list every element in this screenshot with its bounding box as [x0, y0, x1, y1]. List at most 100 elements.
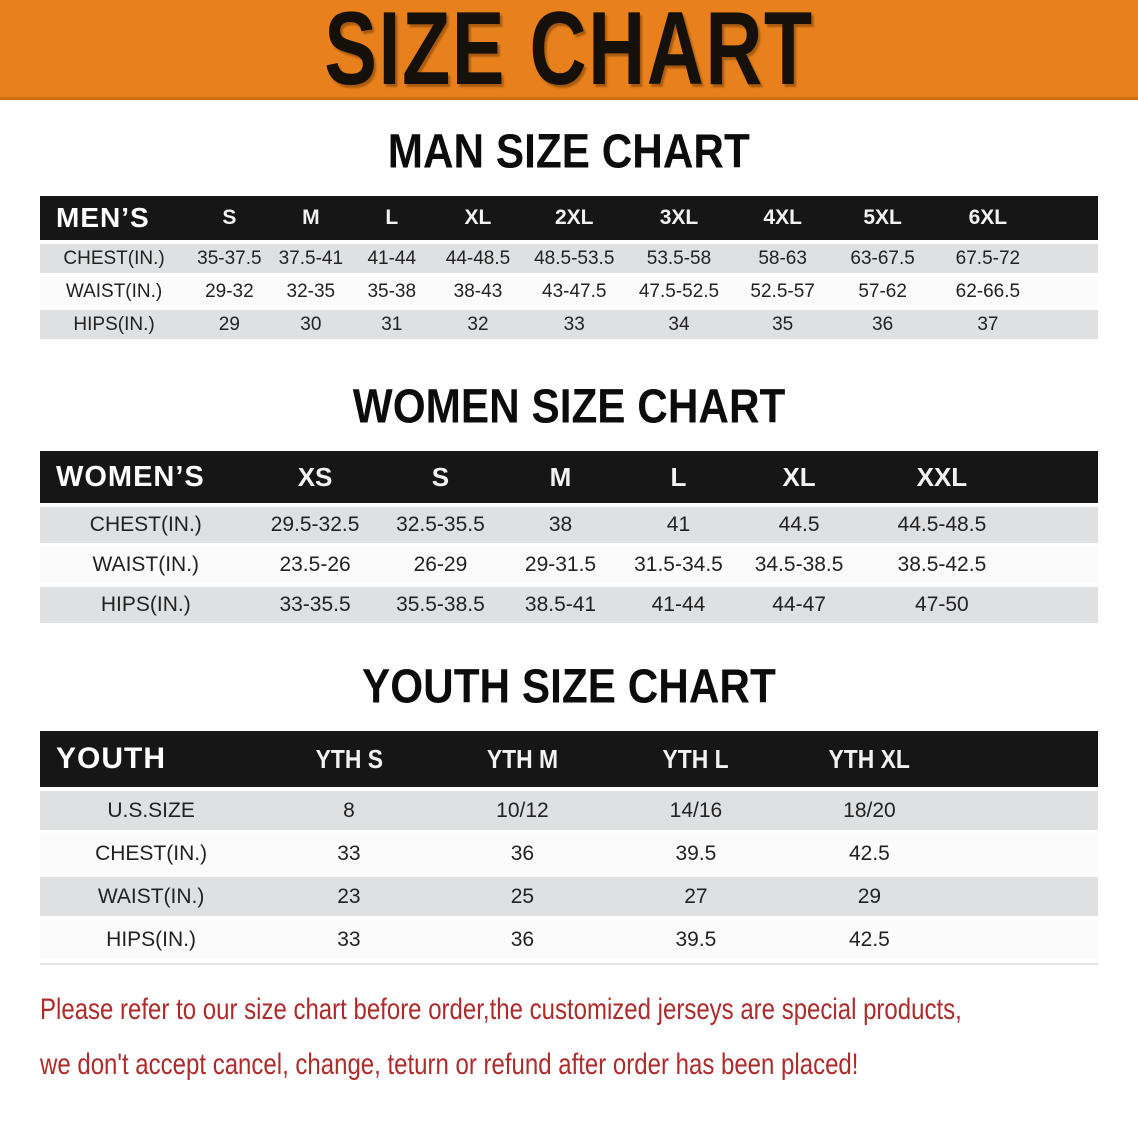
column-header: YTH M — [435, 731, 610, 791]
cell: 33 — [262, 920, 436, 963]
column-header-text: YTH M — [486, 743, 559, 774]
youth-size-table: YOUTH YTH S YTH M YTH L YTH XL U.S.SIZE … — [40, 731, 1098, 965]
cell-spacer — [956, 920, 1098, 963]
column-header: XL — [432, 196, 524, 244]
cell: 42.5 — [782, 920, 957, 963]
cell: 36 — [832, 310, 933, 343]
row-label: U.S.SIZE — [40, 791, 263, 834]
men-table-title: MEN’S — [40, 196, 189, 244]
cell: 44-47 — [738, 587, 860, 627]
column-header: 6XL — [932, 196, 1043, 244]
table-row: CHEST(IN.) 29.5-32.5 32.5-35.5 38 41 44.… — [40, 507, 1098, 547]
column-header: XS — [251, 451, 379, 507]
cell: 38.5-41 — [502, 587, 619, 627]
women-header-row: WOMEN’S XS S M L XL XXL — [40, 451, 1098, 507]
row-label: HIPS(IN.) — [40, 587, 252, 627]
cell: 35.5-38.5 — [378, 587, 503, 627]
cell-spacer — [956, 877, 1098, 920]
cell: 67.5-72 — [932, 244, 1043, 277]
cell: 35-38 — [351, 277, 433, 310]
disclaimer: Please refer to our size chart before or… — [40, 985, 1138, 1095]
header-spacer — [1042, 196, 1098, 244]
cell: 44.5 — [738, 507, 860, 547]
cell: 23 — [262, 877, 436, 920]
cell: 30 — [270, 310, 352, 343]
cell: 39.5 — [609, 920, 783, 963]
cell: 25 — [435, 877, 610, 920]
cell: 58-63 — [732, 244, 833, 277]
cell: 32-35 — [270, 277, 352, 310]
column-header: YTH S — [262, 731, 436, 791]
cell: 57-62 — [832, 277, 933, 310]
cell: 36 — [435, 920, 610, 963]
cell: 37.5-41 — [270, 244, 352, 277]
table-row: WAIST(IN.) 23.5-26 26-29 29-31.5 31.5-34… — [40, 547, 1098, 587]
cell: 36 — [435, 834, 610, 877]
cell: 41-44 — [351, 244, 433, 277]
cell: 44.5-48.5 — [859, 507, 1024, 547]
cell: 43-47.5 — [523, 277, 626, 310]
banner: SIZE CHART — [0, 0, 1138, 101]
disclaimer-line-2: we don't accept cancel, change, teturn o… — [40, 1048, 859, 1081]
column-header: 4XL — [732, 196, 833, 244]
row-label: WAIST(IN.) — [40, 277, 189, 310]
cell: 10/12 — [435, 791, 610, 834]
column-header: XXL — [859, 451, 1024, 507]
men-section-heading: MAN SIZE CHART — [0, 123, 1138, 179]
cell: 32 — [432, 310, 524, 343]
column-header: M — [270, 196, 352, 244]
youth-header-row: YOUTH YTH S YTH M YTH L YTH XL — [40, 731, 1098, 791]
women-heading-text: WOMEN SIZE CHART — [352, 378, 786, 434]
cell-spacer — [1023, 547, 1098, 587]
men-header-row: MEN’S S M L XL 2XL 3XL 4XL 5XL 6XL — [40, 196, 1098, 244]
row-label: WAIST(IN.) — [40, 547, 252, 587]
cell: 29-32 — [188, 277, 271, 310]
men-size-table: MEN’S S M L XL 2XL 3XL 4XL 5XL 6XL CHEST… — [40, 196, 1098, 343]
cell-spacer — [1042, 277, 1098, 310]
row-label: HIPS(IN.) — [40, 310, 189, 343]
cell-spacer — [1042, 244, 1098, 277]
cell-spacer — [1023, 587, 1098, 627]
cell-spacer — [956, 791, 1098, 834]
cell: 38.5-42.5 — [859, 547, 1024, 587]
cell: 14/16 — [609, 791, 783, 834]
cell: 38-43 — [432, 277, 524, 310]
cell: 63-67.5 — [832, 244, 933, 277]
header-spacer — [1023, 451, 1098, 507]
youth-table-title: YOUTH — [40, 731, 263, 791]
cell: 53.5-58 — [625, 244, 733, 277]
men-heading-text: MAN SIZE CHART — [387, 123, 751, 179]
disclaimer-line-1: Please refer to our size chart before or… — [40, 993, 962, 1026]
cell: 38 — [502, 507, 619, 547]
table-row: HIPS(IN.) 29 30 31 32 33 34 35 36 37 — [40, 310, 1098, 343]
cell: 31 — [351, 310, 433, 343]
header-spacer — [956, 731, 1098, 791]
cell: 42.5 — [782, 834, 957, 877]
table-row: WAIST(IN.) 29-32 32-35 35-38 38-43 43-47… — [40, 277, 1098, 310]
row-label: CHEST(IN.) — [40, 507, 252, 547]
cell: 37 — [932, 310, 1043, 343]
cell: 29 — [188, 310, 271, 343]
cell: 29-31.5 — [502, 547, 619, 587]
cell: 47.5-52.5 — [625, 277, 733, 310]
cell-spacer — [1023, 507, 1098, 547]
column-header: L — [351, 196, 433, 244]
row-label: HIPS(IN.) — [40, 920, 263, 963]
cell: 23.5-26 — [251, 547, 379, 587]
table-row: WAIST(IN.) 23 25 27 29 — [40, 877, 1098, 920]
youth-heading-text: YOUTH SIZE CHART — [362, 658, 776, 714]
cell: 34 — [625, 310, 733, 343]
women-section-heading: WOMEN SIZE CHART — [0, 378, 1138, 434]
column-header: L — [618, 451, 739, 507]
cell: 31.5-34.5 — [618, 547, 739, 587]
column-header: 5XL — [832, 196, 933, 244]
cell: 33-35.5 — [251, 587, 379, 627]
cell: 27 — [609, 877, 783, 920]
cell: 35 — [732, 310, 833, 343]
youth-section-heading: YOUTH SIZE CHART — [0, 658, 1138, 714]
cell: 35-37.5 — [188, 244, 271, 277]
cell: 8 — [262, 791, 436, 834]
cell: 39.5 — [609, 834, 783, 877]
column-header: YTH L — [609, 731, 783, 791]
women-table-title: WOMEN’S — [40, 451, 252, 507]
